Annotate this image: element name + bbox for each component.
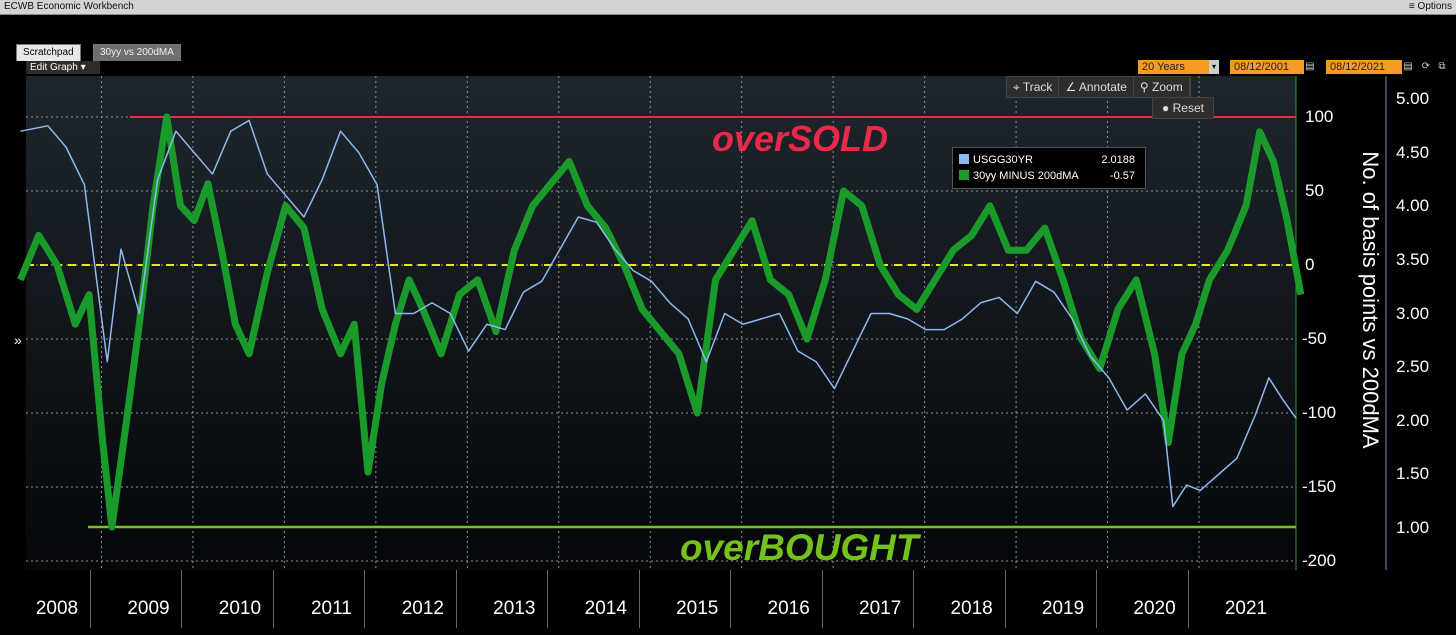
- legend-item-usgg30yr: USGG30YR 2.0188: [959, 152, 1139, 168]
- x-axis-separator: [90, 570, 91, 628]
- x-tick-label: 2014: [584, 598, 627, 619]
- x-tick-label: 2013: [493, 598, 536, 619]
- y-tick-label: 100: [1305, 107, 1334, 126]
- y-tick-label-secondary: 2.00: [1396, 410, 1430, 430]
- refresh-icon[interactable]: ⟳: [1421, 61, 1431, 72]
- series-line-usgg30yr: [20, 119, 1297, 508]
- y-tick-label: -200: [1302, 551, 1337, 570]
- crosshair-icon: ⌖: [1013, 80, 1023, 94]
- y-tick-label-secondary: 2.50: [1396, 357, 1430, 377]
- x-tick-label: 2018: [950, 598, 993, 619]
- search-icon: ⚲: [1139, 80, 1153, 94]
- tab-scratchpad[interactable]: Scratchpad: [16, 44, 81, 61]
- x-axis-separator: [547, 570, 549, 628]
- x-tick-label: 2012: [401, 598, 444, 619]
- expand-panel-icon[interactable]: »: [14, 332, 22, 348]
- y-tick-label-secondary: 4.50: [1396, 142, 1430, 162]
- x-axis-separator: [1004, 570, 1006, 628]
- legend-swatch: [959, 170, 969, 180]
- legend: USGG30YR 2.0188 30yy MINUS 200dMA -0.57: [952, 147, 1146, 189]
- x-axis-separator: [821, 570, 823, 628]
- y-tick-label: 0: [1305, 255, 1315, 274]
- x-axis-panel: [26, 570, 1296, 628]
- calendar-icon[interactable]: ▤: [1305, 61, 1315, 72]
- grid-settings-icon[interactable]: ⧉: [1438, 61, 1446, 72]
- right-axis-panel: [1296, 76, 1386, 570]
- x-axis-separator: [730, 570, 732, 628]
- y-tick-label-secondary: 5.00: [1396, 89, 1430, 108]
- annotate-button[interactable]: ∠ Annotate: [1059, 77, 1134, 97]
- x-tick-label: 2020: [1133, 598, 1176, 619]
- pencil-icon: ∠: [1065, 80, 1079, 94]
- y-tick-label-secondary: 4.00: [1396, 196, 1430, 216]
- bottom-strip: [0, 628, 1456, 635]
- y-tick-label-secondary: 1.50: [1396, 464, 1430, 484]
- x-tick-label: 2008: [35, 598, 79, 619]
- x-axis-separator: [1096, 570, 1098, 628]
- x-axis-separator: [913, 570, 915, 628]
- y-tick-label-secondary: 3.00: [1396, 303, 1430, 323]
- x-tick-label: 2009: [127, 598, 170, 619]
- reset-button[interactable]: ● Reset: [1152, 97, 1214, 119]
- oversold-annotation: overSOLD: [712, 118, 889, 159]
- x-tick-label: 2010: [218, 598, 262, 619]
- y-tick-label-secondary: 3.50: [1396, 249, 1430, 269]
- y-tick-label-secondary: 1.00: [1396, 518, 1430, 537]
- x-tick-label: 2021: [1224, 598, 1268, 619]
- reset-icon: ●: [1162, 101, 1173, 115]
- x-tick-label: 2011: [310, 598, 352, 619]
- series-line-30yy-minus-200dma: [17, 113, 1305, 531]
- x-axis-separator: [455, 570, 457, 628]
- x-axis-separator: [364, 570, 366, 628]
- options-menu[interactable]: ≡ Options: [1408, 1, 1452, 12]
- zoom-button[interactable]: ⚲ Zoom: [1134, 77, 1190, 97]
- legend-item-30yy-minus-200dma: 30yy MINUS 200dMA -0.57: [959, 168, 1139, 184]
- y-tick-label: 50: [1305, 181, 1324, 200]
- legend-value: 2.0188: [1101, 154, 1135, 166]
- y-axis-label: No. of basis points vs 200dMA: [1358, 151, 1383, 449]
- chevron-down-icon[interactable]: ▾: [1209, 60, 1219, 74]
- x-tick-label: 2017: [859, 598, 902, 619]
- y-tick-label: -50: [1302, 329, 1327, 348]
- x-tick-label: 2015: [676, 598, 719, 619]
- overbought-annotation: overBOUGHT: [680, 527, 919, 568]
- legend-swatch: [959, 154, 969, 164]
- y-tick-label: -150: [1302, 477, 1337, 496]
- y-tick-label: -100: [1302, 403, 1337, 422]
- x-axis-separator: [638, 570, 640, 628]
- window-title: ECWB Economic Workbench: [4, 1, 134, 12]
- legend-value: -0.57: [1109, 170, 1135, 182]
- x-axis-separator: [1187, 570, 1189, 628]
- x-axis-separator: [272, 570, 274, 628]
- window-titlebar: ECWB Economic Workbench ≡ Options: [0, 0, 1456, 15]
- x-axis-separator: [181, 570, 183, 628]
- chart-toolbar: ⌖ Track ∠ Annotate ⚲ Zoom: [1006, 76, 1191, 98]
- tab-30yy-vs-200dma[interactable]: 30yy vs 200dMA: [93, 44, 181, 61]
- x-tick-label: 2019: [1041, 598, 1085, 619]
- start-date-field[interactable]: 08/12/2001: [1230, 60, 1304, 74]
- edit-graph-button[interactable]: Edit Graph ▾: [26, 61, 100, 74]
- x-tick-label: 2016: [767, 598, 810, 619]
- track-button[interactable]: ⌖ Track: [1007, 77, 1060, 97]
- calendar-icon[interactable]: ▤: [1403, 61, 1413, 72]
- period-select[interactable]: 20 Years: [1138, 60, 1210, 74]
- end-date-field[interactable]: 08/12/2021: [1326, 60, 1402, 74]
